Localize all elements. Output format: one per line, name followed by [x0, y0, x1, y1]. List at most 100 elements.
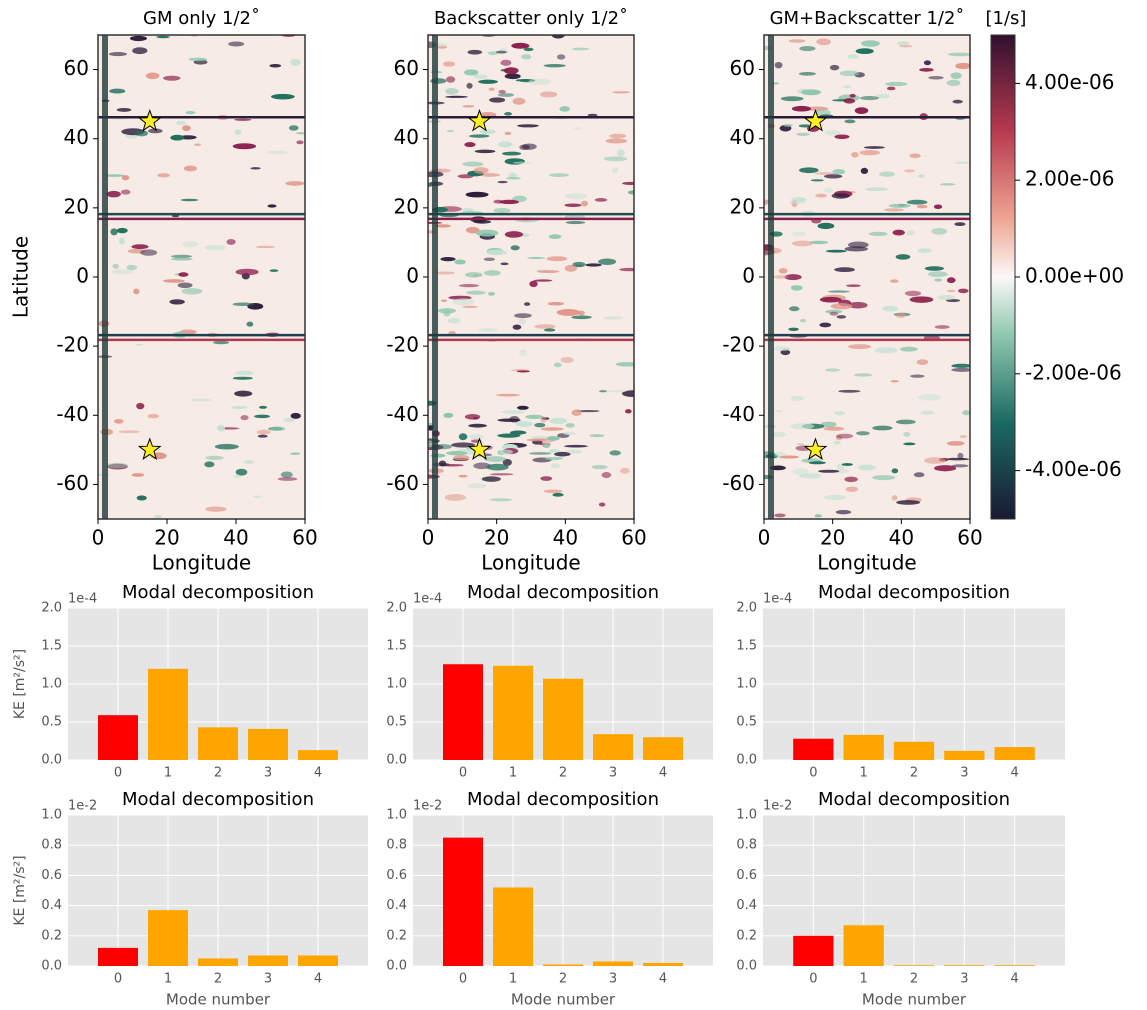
field-texture — [916, 204, 928, 209]
field-texture — [106, 190, 121, 198]
x-axis-label: Longitude — [817, 551, 916, 575]
field-texture — [483, 257, 496, 262]
x-tick-label: 0 — [809, 766, 817, 781]
y-tick-label: 0.4 — [41, 898, 62, 913]
x-tick-label: 1 — [164, 766, 172, 781]
scale-label: 1e-2 — [763, 799, 792, 814]
bar — [994, 965, 1035, 966]
field-texture — [259, 405, 267, 409]
field-texture — [469, 134, 490, 138]
field-texture — [479, 129, 496, 135]
y-tick-label: 0.8 — [736, 838, 757, 853]
field-texture — [899, 45, 913, 48]
y-axis-label: Latitude — [9, 236, 33, 318]
field-texture — [934, 465, 957, 472]
y-tick-label: 1.0 — [736, 677, 757, 692]
field-texture — [895, 419, 916, 425]
field-texture — [774, 513, 786, 518]
y-tick-label: 0.2 — [736, 928, 757, 943]
field-texture — [136, 402, 145, 410]
field-texture — [524, 302, 531, 306]
x-axis-label: Longitude — [152, 551, 251, 575]
field-texture — [204, 461, 215, 468]
field-texture — [231, 405, 248, 410]
field-texture — [505, 176, 521, 180]
y-tick-label: 20 — [64, 194, 89, 218]
y-tick-label: 1.0 — [386, 808, 407, 823]
colorbar-tick-label: -2.00e-06 — [1025, 360, 1122, 384]
field-texture — [511, 42, 530, 49]
field-texture — [905, 230, 915, 236]
bar — [643, 962, 683, 966]
x-tick-label: 20 — [154, 526, 179, 550]
field-texture — [609, 133, 627, 139]
title: Modal decomposition — [122, 582, 314, 603]
y-tick-label: -20 — [56, 333, 89, 357]
field-texture — [205, 506, 227, 512]
field-texture — [213, 340, 230, 345]
field — [764, 35, 970, 519]
field-texture — [140, 249, 158, 256]
field-texture — [819, 322, 832, 328]
field-texture — [917, 394, 941, 401]
bar — [98, 947, 138, 966]
field-texture — [183, 165, 198, 172]
x-tick-label: 2 — [214, 972, 222, 987]
western-boundary — [768, 35, 774, 519]
field-texture — [501, 151, 522, 156]
field-texture — [533, 279, 553, 282]
x-tick-label: 2 — [214, 766, 222, 781]
field-texture — [844, 476, 858, 483]
colorbar-tick-label: 4.00e-06 — [1025, 70, 1115, 94]
bar — [843, 734, 884, 760]
x-tick-label: 3 — [960, 766, 968, 781]
field-texture — [594, 198, 608, 202]
x-tick-label: 4 — [659, 972, 667, 987]
field-texture — [296, 132, 305, 135]
field-texture — [118, 430, 141, 434]
field-texture — [829, 311, 839, 316]
field-texture — [874, 347, 898, 354]
field-texture — [478, 328, 499, 332]
field-texture — [799, 45, 816, 52]
y-tick-label: 0.6 — [41, 868, 62, 883]
bar — [893, 965, 935, 966]
y-tick-label: 1.5 — [41, 639, 62, 654]
x-tick-label: 4 — [1011, 972, 1019, 987]
field-texture — [954, 161, 970, 164]
field — [98, 35, 305, 519]
field-texture — [849, 93, 856, 98]
field-texture — [843, 98, 856, 104]
field-texture — [145, 72, 160, 80]
field-texture — [573, 127, 583, 130]
field-texture — [458, 474, 468, 478]
bar — [443, 664, 483, 760]
field-texture — [834, 134, 850, 139]
field-texture — [170, 254, 193, 259]
field-texture — [615, 362, 634, 367]
field-texture — [799, 319, 807, 323]
field-texture — [823, 426, 845, 431]
field-texture — [556, 308, 581, 316]
field-texture — [445, 95, 468, 98]
field-texture — [791, 240, 813, 247]
field-texture — [836, 433, 854, 439]
y-tick-label: -60 — [386, 471, 419, 495]
field-texture — [135, 343, 143, 346]
field-texture — [799, 167, 819, 174]
field-texture — [859, 95, 879, 101]
field-texture — [467, 49, 483, 55]
x-tick-label: 20 — [820, 526, 845, 550]
field-texture — [111, 269, 134, 275]
field-texture — [447, 317, 461, 324]
field-texture — [890, 279, 899, 283]
field-texture — [548, 417, 568, 425]
field-texture — [589, 434, 605, 438]
field-texture — [848, 344, 872, 350]
field-texture — [113, 418, 124, 424]
field-texture — [924, 266, 944, 271]
field-texture — [181, 288, 203, 295]
field-texture — [790, 395, 805, 401]
x-tick-label: 0 — [459, 972, 467, 987]
field-texture — [863, 146, 885, 149]
